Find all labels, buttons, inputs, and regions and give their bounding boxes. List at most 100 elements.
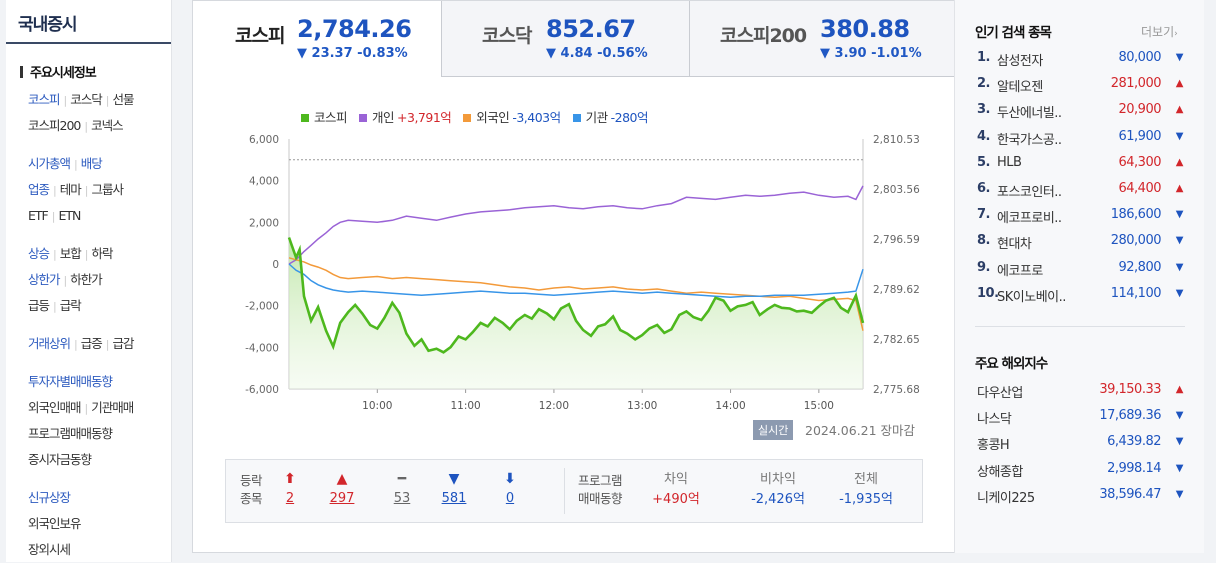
sidebar-link[interactable]: 급락 [59, 298, 82, 313]
sidebar-link[interactable]: 상한가 [28, 272, 61, 287]
stock-name[interactable]: 삼성전자 [997, 54, 1043, 69]
stock-name[interactable]: SK이노베이.. [997, 289, 1066, 305]
sidebar-link[interactable]: 배당 [80, 156, 103, 171]
legend-item[interactable]: 코스피 [301, 107, 348, 126]
legend-swatch [572, 114, 581, 122]
sidebar-link[interactable]: 그룹사 [91, 182, 124, 197]
index-name[interactable]: 다우산업 [977, 386, 1023, 401]
sidebar-link[interactable]: 코스닥 [70, 92, 103, 107]
sidebar-link[interactable]: 선물 [112, 92, 134, 107]
stock-name[interactable]: 현대차 [997, 237, 1032, 253]
sidebar-link[interactable]: 기관매매 [91, 400, 134, 415]
sidebar-link[interactable]: 코스피 [28, 92, 61, 107]
index-name[interactable]: 상해종합 [977, 464, 1023, 480]
sidebar-row: 신규상장 [28, 485, 171, 511]
sidebar-link[interactable]: 급등 [28, 298, 50, 313]
sidebar-link[interactable]: 시가총액 [28, 156, 71, 171]
separator: | [74, 158, 78, 171]
separator: | [53, 300, 57, 313]
sidebar-link[interactable]: 테마 [59, 182, 82, 197]
separator: | [53, 248, 57, 261]
overseas-index-row[interactable]: 나스닥 17,689.36 ▼ [977, 408, 1187, 434]
sidebar-link[interactable]: 하락 [91, 246, 113, 261]
breadth-count[interactable]: 0 [505, 491, 515, 506]
popular-stock-row[interactable]: 8. 현대차 280,000 ▼ [977, 233, 1187, 259]
separator: | [105, 94, 110, 107]
popular-stock-row[interactable]: 4. 한국가스공.. 61,900 ▼ [977, 129, 1187, 155]
sidebar-link[interactable]: 장외시세 [28, 542, 71, 557]
breadth-count[interactable]: 581 [441, 491, 467, 506]
legend-item[interactable]: 기관 -280억 [572, 107, 649, 126]
index-name[interactable]: 홍콩H [977, 438, 1010, 454]
sidebar-section-title[interactable]: 주요시세정보 [20, 62, 171, 81]
sidebar-link[interactable]: 업종 [28, 182, 50, 197]
sidebar-link[interactable]: 보합 [59, 246, 82, 261]
breadth-count[interactable]: 2 [285, 491, 295, 506]
realtime-badge[interactable]: 실시간 [753, 420, 794, 440]
y-right-tick-label: 2,810.53 [873, 134, 920, 146]
sidebar-link[interactable]: 증시자금동향 [28, 452, 92, 467]
popular-stock-row[interactable]: 7. 에코프로비.. 186,600 ▼ [977, 207, 1187, 233]
stock-name[interactable]: 한국가스공.. [997, 132, 1062, 148]
breadth-upper-limit[interactable]: ⬆ 2 [270, 470, 310, 510]
index-name[interactable]: 나스닥 [977, 412, 1012, 428]
sidebar-link[interactable]: 외국인보유 [28, 516, 82, 531]
breadth-unchanged[interactable]: ━ 53 [382, 470, 422, 510]
legend-item[interactable]: 외국인 -3,403억 [463, 107, 561, 126]
stock-name[interactable]: 에코프로비.. [997, 211, 1062, 227]
sidebar-link[interactable]: 투자자별매매동향 [28, 374, 113, 389]
popular-stock-row[interactable]: 9. 에코프로 92,800 ▼ [977, 260, 1187, 286]
stock-name[interactable]: 에코프로 [997, 263, 1043, 279]
tab-kosdaq[interactable]: 코스닥 852.67 ▼ 4.84 -0.56% [441, 1, 689, 77]
overseas-index-row[interactable]: 상해종합 2,998.14 ▼ [977, 461, 1187, 487]
popular-stock-row[interactable]: 3. 두산에너빌.. 20,900 ▲ [977, 102, 1187, 128]
sidebar-link[interactable]: 하한가 [70, 272, 103, 287]
popular-stock-row[interactable]: 5. HLB 64,300 ▲ [977, 155, 1187, 181]
overseas-index-row[interactable]: 다우산업 39,150.33 ▲ [977, 382, 1187, 408]
stock-name[interactable]: HLB [997, 154, 1022, 170]
sidebar-title[interactable]: 국내증시 [6, 0, 171, 44]
legend-label: 외국인 [476, 110, 510, 125]
sidebar-link[interactable]: 코넥스 [91, 118, 124, 133]
popular-stock-row[interactable]: 6. 포스코인터.. 64,400 ▲ [977, 181, 1187, 207]
index-name[interactable]: 니케이225 [977, 490, 1035, 506]
program-trade-value: -1,935억 [839, 492, 893, 507]
tab-kospi200[interactable]: 코스피200 380.88 ▼ 3.90 -1.01% [689, 1, 955, 77]
x-tick-label: 11:00 [450, 400, 480, 412]
overseas-index-row[interactable]: 니케이225 38,596.47 ▼ [977, 487, 1187, 513]
stock-name[interactable]: 알테오젠 [997, 80, 1043, 96]
breadth-lower-limit[interactable]: ⬇ 0 [490, 470, 530, 510]
legend-swatch [359, 114, 368, 122]
sidebar-row: ETF | ETN [28, 203, 171, 229]
sidebar-link[interactable]: 코스피200 [28, 118, 81, 133]
sidebar-link[interactable]: 상승 [28, 246, 50, 261]
popular-stock-row[interactable]: 2. 알테오젠 281,000 ▲ [977, 76, 1187, 102]
triangle-down-icon: ▼ [1175, 235, 1184, 247]
sidebar-link[interactable]: 외국인매매 [28, 400, 82, 415]
sidebar-link[interactable]: 프로그램매매동향 [28, 426, 113, 441]
legend-value: -3,403억 [512, 110, 561, 125]
stock-name[interactable]: 두산에너빌.. [997, 106, 1062, 122]
overseas-index-row[interactable]: 홍콩H 6,439.82 ▼ [977, 434, 1187, 460]
more-link[interactable]: 더보기› [1141, 25, 1178, 39]
triangle-up-icon: ▲ [1175, 384, 1184, 395]
sidebar-link[interactable]: 신규상장 [28, 490, 71, 505]
arrow-down-icon: ⬇ [504, 471, 516, 487]
triangle-down-icon: ▼ [1175, 488, 1184, 500]
popular-stock-row[interactable]: 1. 삼성전자 80,000 ▼ [977, 50, 1187, 76]
stock-name[interactable]: 포스코인터.. [997, 185, 1062, 200]
legend-item[interactable]: 개인 +3,791억 [359, 107, 452, 126]
sidebar-link[interactable]: 급감 [112, 336, 134, 351]
tab-kospi[interactable]: 코스피 2,784.26 ▼ 23.37 -0.83% [193, 1, 441, 77]
sidebar-link[interactable]: ETF [28, 208, 49, 223]
popular-stock-row[interactable]: 10. SK이노베이.. 114,100 ▼ [977, 286, 1187, 312]
sidebar-link[interactable]: ETN [58, 208, 81, 223]
breadth-rise[interactable]: ▲ 297 [322, 470, 362, 510]
breadth-count[interactable]: 53 [393, 491, 411, 506]
breadth-fall[interactable]: ▼ 581 [434, 470, 474, 510]
triangle-down-icon: ▼ [1175, 462, 1184, 474]
sidebar-link[interactable]: 급증 [80, 336, 103, 351]
breadth-count[interactable]: 297 [329, 491, 355, 506]
sidebar-link[interactable]: 거래상위 [28, 336, 71, 351]
tab-change: ▼ 3.90 -1.01% [820, 46, 922, 61]
